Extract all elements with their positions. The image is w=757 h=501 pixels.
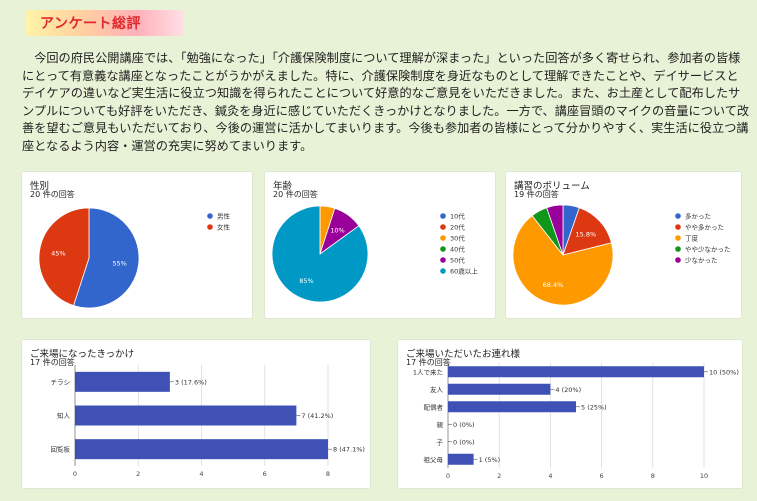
title-banner xyxy=(26,10,184,36)
legend-label: やや多かった xyxy=(685,223,724,232)
chart-subtitle: 20 件の回答 xyxy=(30,190,75,199)
legend-label: 40代 xyxy=(450,245,465,254)
x-tick-label: 6 xyxy=(263,470,267,478)
pie-slice-2 xyxy=(562,207,612,256)
value-label: 10 (50%) xyxy=(709,368,739,376)
x-tick-label: 8 xyxy=(651,472,655,480)
slice-label: 55% xyxy=(112,259,126,267)
x-tick-label: 10 xyxy=(700,472,708,480)
legend-label: 丁度 xyxy=(685,234,699,243)
chart-card-age: 年齢 20 件の回答 10% 85% 10代 20代 30代 40代 50代 60歳以上 xyxy=(265,172,495,318)
companion-bar-chart: 0 2 4 6 8 10 1人で来た 10 (50%) 友人 4 (20%) 配偶者 5 (25%) 親… xyxy=(413,363,739,480)
chart-title: ご来場いただいたお連れ様 xyxy=(406,349,521,360)
chart-title: 講習のボリューム xyxy=(514,181,590,192)
legend-label: 女性 xyxy=(217,223,231,232)
legend-label: 多かった xyxy=(685,212,711,221)
bar xyxy=(75,371,170,392)
category-label: 祖父母 xyxy=(424,455,444,464)
x-tick-label: 0 xyxy=(73,470,77,478)
slice-label: 10% xyxy=(330,226,344,234)
legend-swatch xyxy=(675,246,681,252)
chart-title: 性別 xyxy=(30,181,50,192)
value-label: 7 (41.2%) xyxy=(301,412,333,420)
pie-slice-1 xyxy=(73,207,140,309)
chart-subtitle: 17 件の回答 xyxy=(406,358,451,367)
trigger-bar-chart: 0 2 4 6 8 チラシ 3 (17.6%) 知人 7 (41.2%) 回覧板 8 (47.1%) xyxy=(51,365,365,478)
bar xyxy=(448,401,576,413)
age-pie-chart: 10% 85% 10代 20代 30代 40代 50代 60歳以上 xyxy=(271,205,478,303)
legend-label: 60歳以上 xyxy=(450,267,478,276)
legend-swatch xyxy=(207,224,213,230)
legend-label: 少なかった xyxy=(685,257,718,265)
slice-label: 15.8% xyxy=(576,231,597,239)
legend-label: 20代 xyxy=(450,223,465,232)
slice-label: 45% xyxy=(51,250,65,258)
bar xyxy=(448,453,474,465)
bar xyxy=(75,439,328,460)
category-label: 子 xyxy=(437,438,444,446)
slice-label: 85% xyxy=(299,277,313,285)
value-label: 0 (0%) xyxy=(453,421,475,429)
chart-subtitle: 19 件の回答 xyxy=(514,190,559,199)
category-label: 知人 xyxy=(57,411,71,420)
x-tick-label: 4 xyxy=(548,472,552,480)
legend-swatch xyxy=(440,246,446,252)
chart-card-companion: ご来場いただいたお連れ様 17 件の回答 0 2 4 6 8 10 1人で来た 10 (50%… xyxy=(398,340,742,488)
value-label: 4 (20%) xyxy=(555,386,581,394)
legend-swatch xyxy=(675,235,681,241)
x-tick-label: 8 xyxy=(326,470,330,478)
bar xyxy=(448,383,551,395)
intro-paragraph: 今回の府民公開講座では、「勉強になった」「介護保険制度について理解が深まった」と… xyxy=(22,51,750,153)
value-label: 5 (25%) xyxy=(581,403,607,411)
bar xyxy=(448,366,704,378)
bar xyxy=(75,405,297,426)
value-label: 1 (5%) xyxy=(479,456,501,464)
chart-subtitle: 20 件の回答 xyxy=(273,190,318,199)
legend-swatch xyxy=(440,213,446,219)
legend-swatch xyxy=(675,224,681,230)
pie-slice-6 xyxy=(271,205,369,303)
category-label: 友人 xyxy=(430,385,444,394)
x-tick-label: 2 xyxy=(136,470,140,478)
legend-swatch xyxy=(675,257,681,263)
legend-label: 30代 xyxy=(450,234,465,243)
legend-swatch xyxy=(440,224,446,230)
category-label: 回覧板 xyxy=(51,445,71,454)
legend-swatch xyxy=(207,213,213,219)
x-tick-label: 2 xyxy=(497,472,501,480)
category-label: 1人で来た xyxy=(413,368,443,376)
legend-label: 10代 xyxy=(450,212,465,221)
legend-label: 男性 xyxy=(217,212,231,221)
legend-label: やや少なかった xyxy=(685,246,731,254)
category-label: 親 xyxy=(437,420,444,429)
chart-subtitle: 17 件の回答 xyxy=(30,358,75,367)
page-title: アンケート総評 xyxy=(40,16,141,32)
category-label: 配偶者 xyxy=(424,402,444,411)
chart-card-trigger: ご来場になったきっかけ 17 件の回答 0 2 4 6 8 チラシ 3 (17.6%) 知人 7… xyxy=(22,340,370,488)
legend-label: 50代 xyxy=(450,256,465,265)
legend-swatch xyxy=(440,268,446,274)
value-label: 3 (17.6%) xyxy=(175,378,207,386)
pie-slice-2 xyxy=(38,207,90,307)
legend-swatch xyxy=(675,213,681,219)
x-tick-label: 6 xyxy=(600,472,604,480)
value-label: 0 (0%) xyxy=(453,438,475,446)
pie-slice-3 xyxy=(512,215,614,306)
chart-card-volume: 講習のボリューム 19 件の回答 15.8% 68.4% 多かったやや多かった 丁度や… xyxy=(506,172,741,318)
slice-label: 68.4% xyxy=(543,281,564,289)
category-label: チラシ xyxy=(51,378,70,386)
legend-swatch xyxy=(440,235,446,241)
chart-card-gender: 性別 20 件の回答 55% 45% 男性女性 xyxy=(22,172,252,318)
pie-slice-5 xyxy=(546,204,564,256)
value-label: 8 (47.1%) xyxy=(333,446,365,454)
legend-swatch xyxy=(440,257,446,263)
chart-title: 年齢 xyxy=(273,181,293,192)
x-tick-label: 4 xyxy=(199,470,203,478)
x-tick-label: 0 xyxy=(446,472,450,480)
chart-title: ご来場になったきっかけ xyxy=(30,349,135,360)
